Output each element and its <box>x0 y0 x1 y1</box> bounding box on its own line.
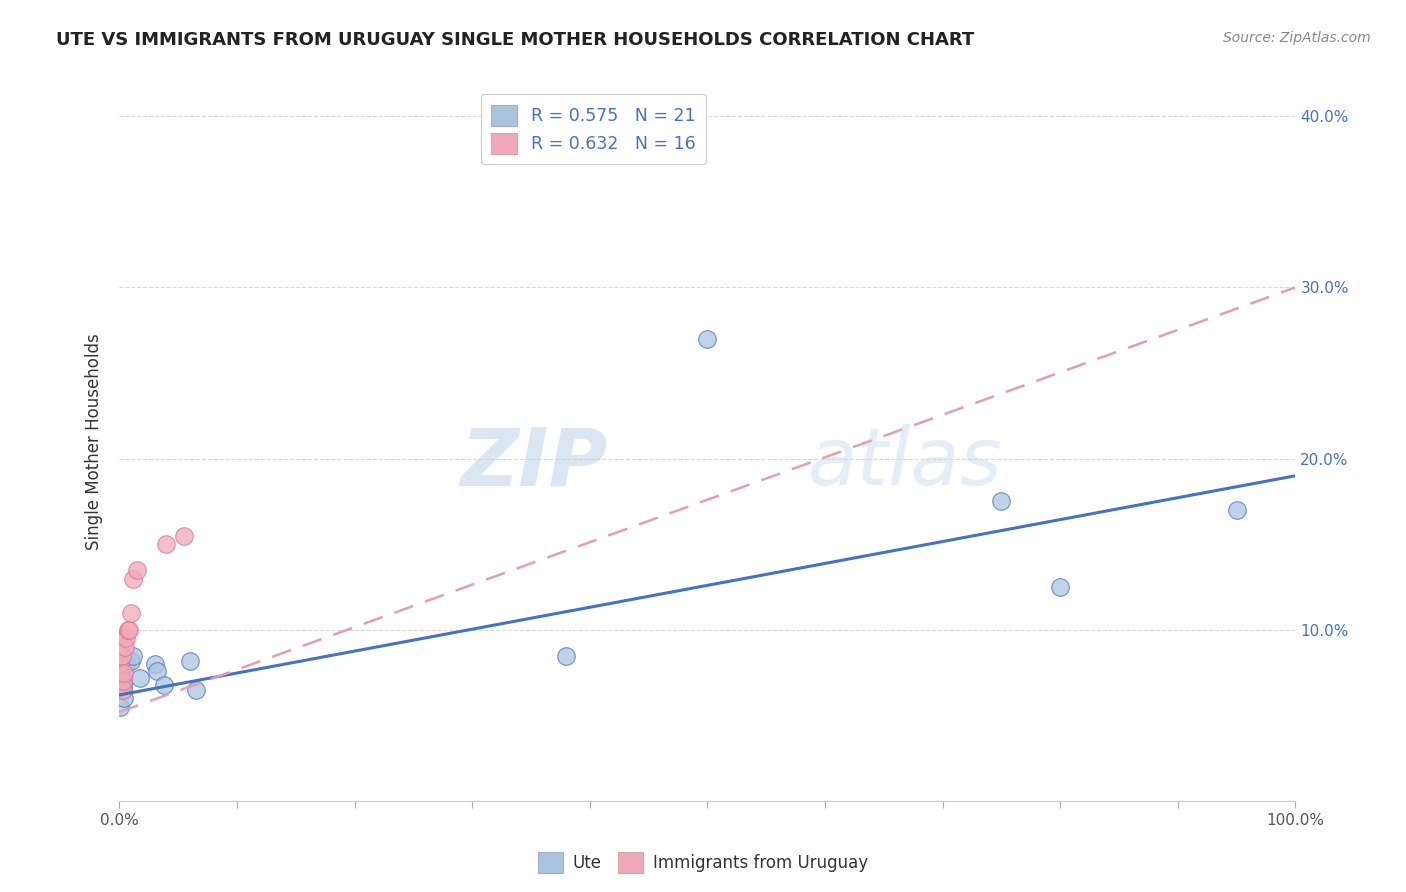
Point <box>111 671 134 685</box>
Point <box>111 648 134 663</box>
Point <box>111 682 134 697</box>
Point <box>122 648 145 663</box>
Y-axis label: Single Mother Households: Single Mother Households <box>86 333 103 549</box>
Point <box>115 632 138 646</box>
Point <box>111 678 134 692</box>
Point <box>129 671 152 685</box>
Point <box>179 654 201 668</box>
Text: ZIP: ZIP <box>460 424 607 502</box>
Point <box>110 700 132 714</box>
Point <box>1049 580 1071 594</box>
Point <box>184 682 207 697</box>
Legend: R = 0.575   N = 21, R = 0.632   N = 16: R = 0.575 N = 21, R = 0.632 N = 16 <box>481 95 706 164</box>
Point <box>155 537 177 551</box>
Point <box>112 665 135 680</box>
Point <box>112 691 135 706</box>
Point <box>1226 503 1249 517</box>
Point <box>173 529 195 543</box>
Point <box>555 648 578 663</box>
Text: UTE VS IMMIGRANTS FROM URUGUAY SINGLE MOTHER HOUSEHOLDS CORRELATION CHART: UTE VS IMMIGRANTS FROM URUGUAY SINGLE MO… <box>56 31 974 49</box>
Point <box>111 682 134 697</box>
Point <box>111 632 134 646</box>
Point <box>120 606 142 620</box>
Point <box>120 654 142 668</box>
Point <box>111 674 134 689</box>
Point <box>990 494 1012 508</box>
Point <box>118 623 141 637</box>
Point <box>117 623 139 637</box>
Point <box>111 678 134 692</box>
Point <box>143 657 166 672</box>
Point <box>125 563 148 577</box>
Point <box>153 678 176 692</box>
Point <box>146 664 169 678</box>
Point <box>110 657 132 672</box>
Point <box>110 665 132 680</box>
Point <box>122 572 145 586</box>
Text: atlas: atlas <box>807 424 1002 502</box>
Legend: Ute, Immigrants from Uruguay: Ute, Immigrants from Uruguay <box>531 846 875 880</box>
Point <box>110 665 132 680</box>
Point <box>114 640 136 654</box>
Point <box>696 332 718 346</box>
Point <box>115 657 138 672</box>
Text: Source: ZipAtlas.com: Source: ZipAtlas.com <box>1223 31 1371 45</box>
